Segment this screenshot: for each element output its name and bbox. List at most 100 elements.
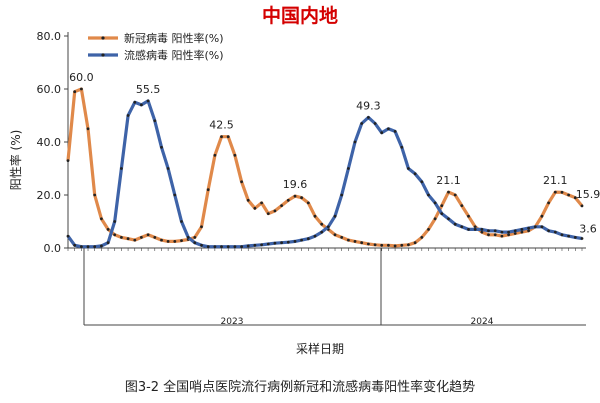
data-point xyxy=(513,232,517,235)
data-point xyxy=(453,222,457,226)
data-point xyxy=(553,230,557,234)
data-point xyxy=(320,222,324,226)
data-point xyxy=(106,241,110,245)
data-point xyxy=(353,140,357,144)
data-point xyxy=(193,236,197,239)
data-point xyxy=(253,243,257,247)
data-point xyxy=(380,243,384,247)
axes xyxy=(67,32,586,326)
data-point xyxy=(66,234,70,238)
data-point xyxy=(507,230,510,234)
data-point xyxy=(360,122,364,125)
data-point xyxy=(293,240,297,243)
data-point xyxy=(567,234,570,238)
data-point xyxy=(120,236,123,239)
data-point xyxy=(487,233,490,237)
data-point xyxy=(160,145,163,149)
data-point xyxy=(347,167,350,170)
data-label: 60.0 xyxy=(69,71,94,84)
data-point xyxy=(407,243,410,247)
data-point xyxy=(547,229,550,233)
y-axis-label: 阳性率 (%) xyxy=(8,130,23,191)
data-point xyxy=(367,116,370,119)
data-point xyxy=(100,244,103,248)
data-point xyxy=(540,225,544,229)
data-point xyxy=(140,103,143,107)
data-point xyxy=(580,204,584,208)
data-labels: 60.0 55.5 42.5 19.6 49.3 21.1 21.1 15.9 3.6 xyxy=(69,71,600,235)
data-point xyxy=(447,217,450,221)
data-point xyxy=(93,193,97,197)
data-point xyxy=(133,238,137,242)
data-point xyxy=(400,145,404,149)
data-point xyxy=(140,236,143,239)
data-point xyxy=(226,245,230,249)
data-point xyxy=(180,220,183,223)
data-point xyxy=(373,122,377,125)
data-point xyxy=(326,225,330,229)
year-label: 2023 xyxy=(221,317,244,327)
data-point xyxy=(220,135,223,139)
legend-label: 流感病毒 阳性率(%) xyxy=(124,48,224,62)
data-point xyxy=(73,90,77,94)
series-lines xyxy=(66,87,584,249)
data-point xyxy=(253,206,257,210)
data-point xyxy=(320,230,324,234)
data-point xyxy=(213,245,217,249)
data-point xyxy=(480,228,484,231)
data-point xyxy=(433,217,437,221)
data-point xyxy=(433,201,437,205)
data-point xyxy=(186,236,190,239)
y-ticks: 0.0 20.0 40.0 60.0 80.0 xyxy=(37,30,68,255)
data-point xyxy=(280,204,283,208)
data-point xyxy=(233,245,237,249)
data-point xyxy=(173,193,177,197)
data-point xyxy=(480,230,484,234)
data-point xyxy=(313,234,317,238)
data-point xyxy=(340,236,344,239)
data-point xyxy=(180,239,183,243)
data-point xyxy=(113,233,117,237)
data-point xyxy=(273,209,277,213)
data-label: 21.1 xyxy=(543,174,568,187)
data-point xyxy=(380,131,384,135)
data-point xyxy=(413,241,417,245)
data-point xyxy=(540,214,544,218)
data-point xyxy=(373,243,377,247)
data-point xyxy=(387,127,390,131)
data-point xyxy=(520,228,524,231)
data-point xyxy=(146,233,150,237)
data-point xyxy=(226,135,230,139)
data-point xyxy=(460,204,464,208)
data-point xyxy=(220,245,223,249)
data-point xyxy=(360,241,364,245)
legend-marker xyxy=(101,36,105,40)
data-point xyxy=(193,241,197,245)
data-point xyxy=(206,245,210,249)
y-tick-label: 40.0 xyxy=(37,136,62,149)
data-point xyxy=(66,159,70,163)
data-point xyxy=(393,130,397,133)
series-line-0 xyxy=(66,87,584,248)
data-point xyxy=(493,233,497,237)
y-tick-label: 60.0 xyxy=(37,83,62,96)
data-label: 42.5 xyxy=(209,119,234,132)
data-point xyxy=(467,214,470,218)
data-point xyxy=(266,242,270,246)
data-point xyxy=(240,245,244,249)
data-point xyxy=(333,214,337,218)
chart-title: 中国内地 xyxy=(262,4,338,27)
data-point xyxy=(200,243,203,247)
data-point xyxy=(573,236,577,239)
data-point xyxy=(233,153,237,157)
data-point xyxy=(427,193,430,197)
data-point xyxy=(260,243,263,247)
data-point xyxy=(580,237,584,240)
data-point xyxy=(420,236,424,239)
data-point xyxy=(100,217,103,221)
data-point xyxy=(527,226,530,230)
data-point xyxy=(260,201,263,205)
data-point xyxy=(200,225,203,229)
data-label: 49.3 xyxy=(356,99,381,112)
